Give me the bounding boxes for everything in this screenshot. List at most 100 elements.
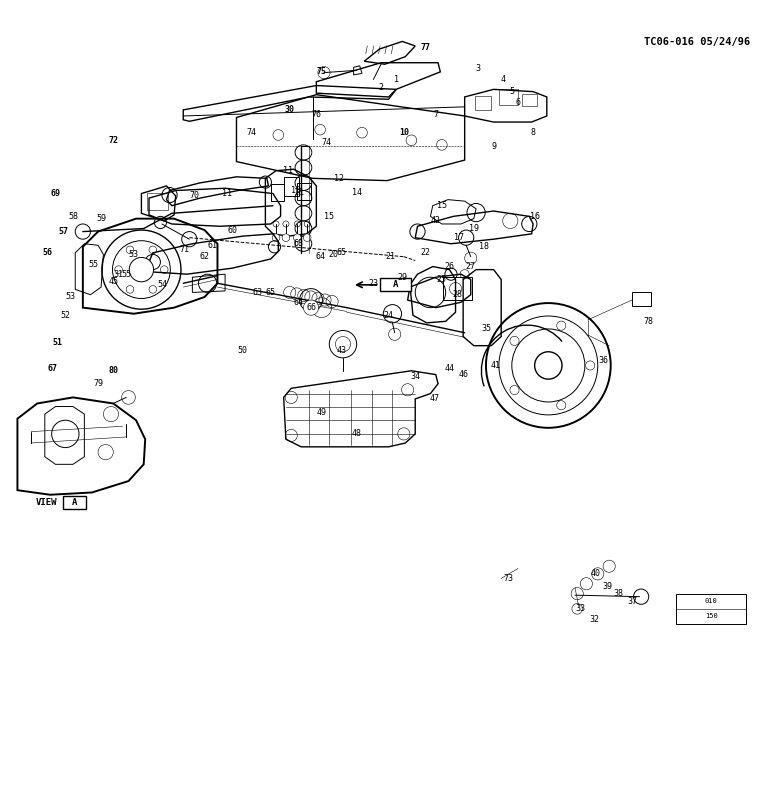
Text: 66: 66	[306, 303, 316, 312]
Text: 30: 30	[285, 105, 295, 114]
Text: 19: 19	[469, 224, 479, 233]
Bar	[297, 183, 311, 199]
Text: 55: 55	[121, 270, 131, 279]
Circle shape	[535, 352, 562, 379]
Text: 65: 65	[337, 249, 347, 258]
Text: 75: 75	[317, 67, 327, 76]
Text: 28: 28	[452, 290, 462, 299]
Text: VIEW: VIEW	[36, 498, 57, 507]
Bar	[632, 292, 651, 306]
Text: 41: 41	[490, 361, 500, 370]
Text: 25: 25	[437, 275, 447, 284]
Text: 3: 3	[475, 64, 481, 74]
Text: 23: 23	[368, 279, 379, 288]
Circle shape	[557, 321, 566, 330]
Text: 48: 48	[351, 429, 362, 438]
Text: 62: 62	[200, 252, 210, 261]
Bar	[283, 177, 299, 196]
Text: 53: 53	[66, 292, 75, 301]
Text: 39: 39	[603, 582, 613, 590]
Text: 45: 45	[108, 277, 118, 286]
Circle shape	[510, 386, 519, 394]
Text: 18: 18	[479, 242, 488, 251]
Text: 54: 54	[157, 280, 167, 289]
Text: 42: 42	[431, 216, 440, 225]
Circle shape	[293, 234, 301, 241]
Text: 17: 17	[453, 233, 463, 242]
Circle shape	[510, 336, 519, 345]
Circle shape	[586, 361, 594, 370]
Text: A: A	[392, 279, 398, 288]
Text: 7: 7	[434, 110, 438, 119]
Text: 13: 13	[291, 186, 301, 195]
Text: 49: 49	[317, 408, 327, 417]
Text: 24: 24	[383, 311, 394, 320]
Text: 2: 2	[379, 83, 383, 92]
Text: 65: 65	[266, 288, 276, 297]
Text: 59: 59	[96, 214, 106, 223]
Circle shape	[282, 234, 290, 241]
Circle shape	[130, 258, 154, 282]
Text: 74: 74	[322, 138, 331, 147]
Text: 21: 21	[385, 252, 395, 261]
Text: 26: 26	[444, 262, 454, 271]
Text: 71: 71	[180, 245, 190, 254]
Circle shape	[303, 234, 311, 241]
Text: 43: 43	[337, 346, 347, 355]
Bar	[271, 185, 284, 201]
Text: 20: 20	[329, 250, 339, 259]
Text: 56: 56	[43, 249, 53, 258]
Text: 40: 40	[591, 569, 600, 578]
Text: 72: 72	[108, 136, 118, 145]
Text: 16: 16	[530, 212, 539, 221]
Text: 50: 50	[238, 346, 248, 355]
Text: 67: 67	[47, 364, 57, 373]
Text: 52: 52	[60, 311, 70, 320]
Text: 11: 11	[223, 189, 232, 198]
Text: 32: 32	[589, 615, 599, 624]
Text: 73: 73	[504, 574, 514, 583]
Text: 33: 33	[575, 604, 585, 613]
Text: 27: 27	[466, 262, 475, 271]
Text: 77: 77	[420, 43, 430, 52]
Text: 35: 35	[481, 325, 491, 334]
Text: 58: 58	[68, 212, 78, 221]
Bar	[676, 594, 746, 624]
Text: 51: 51	[53, 338, 62, 347]
Text: A: A	[72, 498, 77, 507]
Text: 15: 15	[325, 212, 335, 221]
Text: 11: 11	[283, 166, 293, 175]
Text: 31: 31	[114, 270, 123, 279]
Text: 80: 80	[108, 366, 118, 375]
Text: 74: 74	[247, 128, 257, 137]
Text: 70: 70	[190, 191, 200, 200]
Text: 79: 79	[93, 379, 103, 388]
Text: 37: 37	[627, 597, 637, 606]
Text: 010: 010	[705, 599, 718, 604]
Text: 10: 10	[399, 128, 409, 137]
Text: 29: 29	[397, 273, 408, 282]
Text: 53: 53	[129, 250, 139, 259]
Circle shape	[303, 300, 319, 315]
Text: 44: 44	[444, 364, 454, 373]
Bar	[147, 193, 168, 210]
Text: 11: 11	[294, 188, 304, 197]
Text: 46: 46	[458, 370, 468, 379]
Text: 64: 64	[315, 252, 325, 261]
Text: 22: 22	[420, 249, 430, 258]
Circle shape	[272, 234, 280, 241]
Text: 63: 63	[253, 288, 263, 297]
Text: 38: 38	[613, 589, 623, 598]
Text: 4: 4	[500, 75, 505, 84]
FancyBboxPatch shape	[380, 278, 411, 291]
Bar	[475, 96, 491, 110]
Text: 47: 47	[429, 394, 439, 403]
Text: 12: 12	[335, 174, 344, 183]
Text: 8: 8	[530, 128, 536, 137]
Text: 5: 5	[509, 87, 514, 96]
Text: 9: 9	[491, 142, 496, 151]
Text: 68: 68	[294, 239, 304, 248]
Text: 6: 6	[515, 98, 520, 107]
Bar	[522, 94, 537, 106]
Text: 78: 78	[644, 317, 654, 326]
